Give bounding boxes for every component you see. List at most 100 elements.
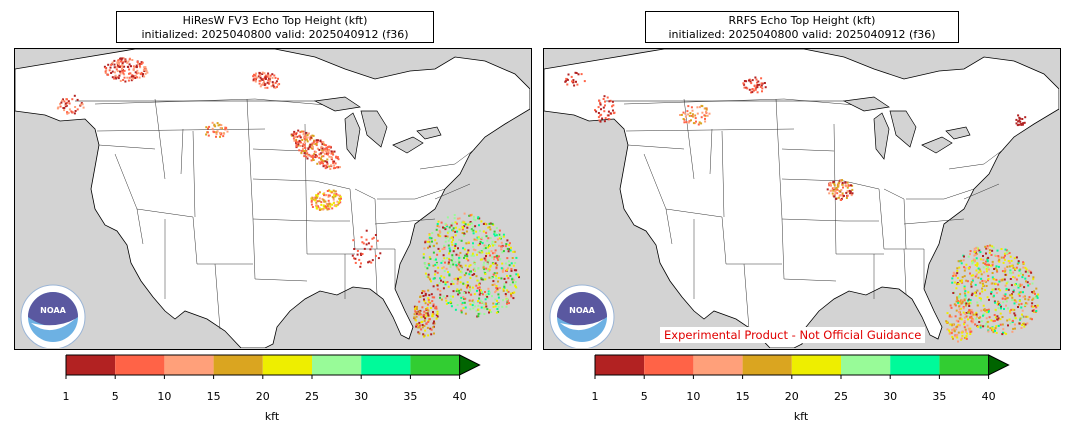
echo-pixel <box>973 250 976 253</box>
echo-pixel <box>460 271 463 274</box>
echo-pixel <box>127 79 130 82</box>
echo-pixel <box>1006 265 1009 268</box>
echo-pixel <box>500 248 503 251</box>
echo-pixel <box>459 256 462 259</box>
echo-pixel <box>992 320 995 323</box>
echo-pixel <box>1012 290 1015 293</box>
echo-pixel <box>1007 250 1010 253</box>
echo-pixel <box>422 295 425 297</box>
echo-pixel <box>760 82 763 85</box>
echo-pixel <box>333 194 336 197</box>
echo-pixel <box>327 207 330 210</box>
echo-pixel <box>319 152 322 155</box>
echo-pixel <box>502 288 505 291</box>
echo-pixel <box>334 195 337 198</box>
echo-pixel <box>464 264 467 267</box>
echo-pixel <box>1001 297 1004 300</box>
echo-pixel <box>482 230 485 233</box>
echo-pixel <box>422 333 425 336</box>
echo-pixel <box>440 279 442 282</box>
state-border <box>906 188 975 200</box>
echo-pixel <box>948 331 951 334</box>
echo-pixel <box>448 226 451 229</box>
echo-pixel <box>495 277 498 280</box>
echo-pixel <box>324 167 327 170</box>
echo-pixel <box>312 142 315 145</box>
echo-pixel <box>425 275 428 278</box>
echo-pixel <box>1011 319 1014 322</box>
echo-pixel <box>444 297 447 300</box>
map-canvas: NOAA <box>544 49 1059 348</box>
echo-pixel <box>473 267 476 270</box>
echo-pixel <box>974 253 977 256</box>
echo-pixel <box>326 190 329 192</box>
echo-pixel <box>320 201 323 204</box>
colorbar-segment <box>66 355 116 375</box>
echo-pixel <box>479 258 482 261</box>
echo-pixel <box>1000 256 1003 259</box>
echo-pixel <box>302 130 305 133</box>
echo-pixel <box>334 162 337 165</box>
echo-pixel <box>104 72 107 74</box>
echo-pixel <box>963 285 966 288</box>
echo-pixel <box>966 332 969 335</box>
echo-pixel <box>956 277 959 280</box>
echo-pixel <box>1003 331 1006 334</box>
echo-pixel <box>1009 270 1012 273</box>
echo-pixel <box>68 108 71 111</box>
echo-pixel <box>274 86 277 89</box>
echo-pixel <box>479 290 481 293</box>
echo-pixel <box>476 315 479 318</box>
map-frame: NOAA <box>14 48 532 350</box>
colorbar-tick-label: 5 <box>640 390 648 403</box>
echo-pixel <box>511 281 514 284</box>
echo-pixel <box>1013 312 1016 315</box>
echo-pixel <box>359 252 362 255</box>
echo-pixel <box>1010 272 1013 275</box>
echo-pixel <box>748 88 751 91</box>
echo-pixel <box>513 250 516 253</box>
echo-pixel <box>506 298 508 301</box>
colorbar-segment <box>164 355 214 375</box>
echo-pixel <box>834 193 836 196</box>
echo-pixel <box>360 254 363 256</box>
echo-pixel <box>463 232 466 235</box>
echo-pixel <box>963 326 966 329</box>
echo-pixel <box>851 184 854 187</box>
echo-pixel <box>320 141 323 144</box>
echo-pixel <box>975 249 978 252</box>
echo-pixel <box>683 121 686 124</box>
echo-pixel <box>844 181 847 184</box>
echo-pixel <box>322 151 325 154</box>
echo-pixel <box>960 280 963 283</box>
echo-pixel <box>118 63 120 66</box>
echo-pixel <box>990 319 993 322</box>
echo-pixel <box>332 167 335 170</box>
echo-pixel <box>611 105 613 108</box>
echo-pixel <box>511 292 514 294</box>
echo-pixel <box>975 253 978 255</box>
echo-pixel <box>969 333 972 335</box>
logo-wave <box>31 319 75 331</box>
echo-pixel <box>981 279 984 282</box>
echo-pixel <box>140 71 143 74</box>
echo-pixel <box>266 74 269 77</box>
echo-pixel <box>956 267 959 270</box>
echo-pixel <box>472 215 475 218</box>
echo-pixel <box>1034 305 1037 307</box>
state-borders <box>94 98 476 330</box>
echo-pixel <box>602 106 605 109</box>
logo-top <box>557 292 607 326</box>
echo-pixel <box>308 154 311 157</box>
echo-pixel <box>104 70 107 73</box>
colorbar-segment <box>262 355 312 375</box>
echo-pixel <box>963 269 966 272</box>
echo-pixel <box>988 264 990 266</box>
echo-pixel <box>458 254 460 257</box>
echo-pixel <box>993 288 996 291</box>
echo-pixel <box>500 245 503 248</box>
echo-pixel <box>434 270 437 273</box>
lake <box>873 112 890 160</box>
echo-pixel <box>1006 281 1009 284</box>
echo-pixel <box>469 308 472 311</box>
